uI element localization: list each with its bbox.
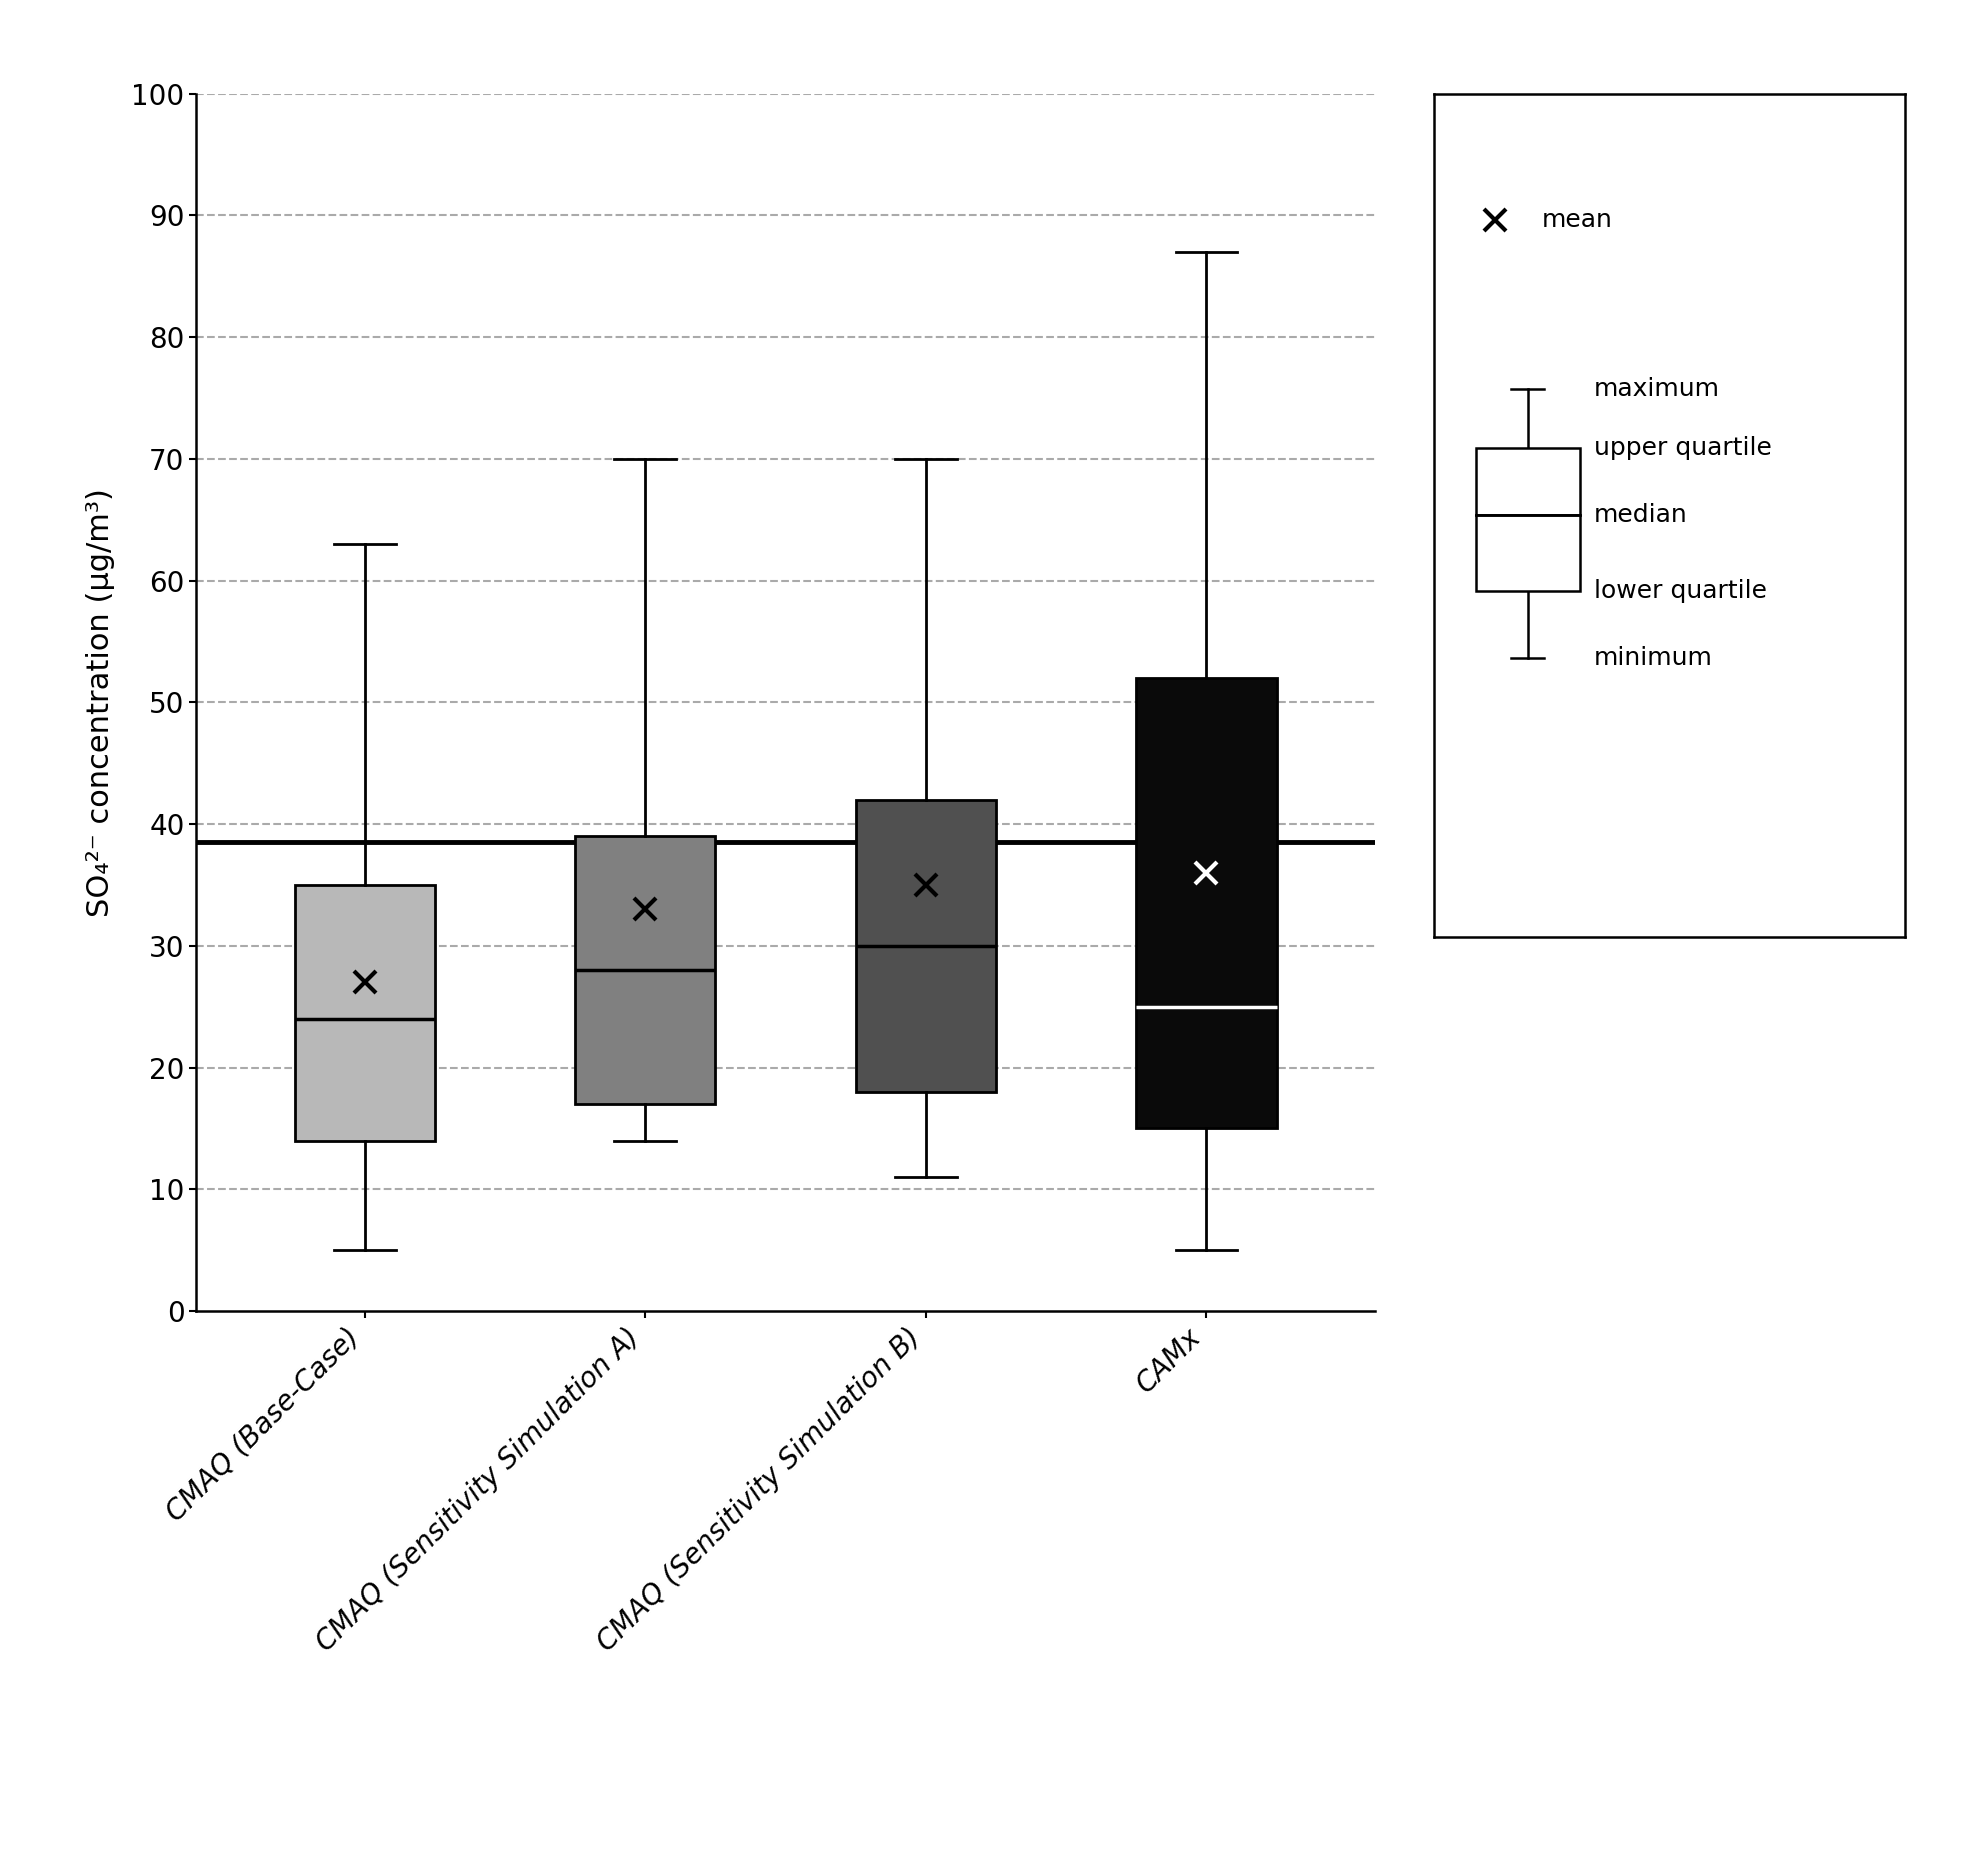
Text: lower quartile: lower quartile [1595,579,1768,603]
Text: median: median [1595,504,1687,526]
Text: upper quartile: upper quartile [1595,436,1772,459]
Text: minimum: minimum [1595,646,1713,671]
Bar [856,800,996,1092]
Bar [1477,448,1579,515]
Y-axis label: SO₄²⁻ concentration (μg/m³): SO₄²⁻ concentration (μg/m³) [86,489,114,916]
Bar [1477,515,1579,592]
Bar [1137,678,1277,1128]
Text: maximum: maximum [1595,376,1720,401]
Text: mean: mean [1542,208,1612,232]
Bar [575,835,715,1105]
Bar [295,886,434,1141]
